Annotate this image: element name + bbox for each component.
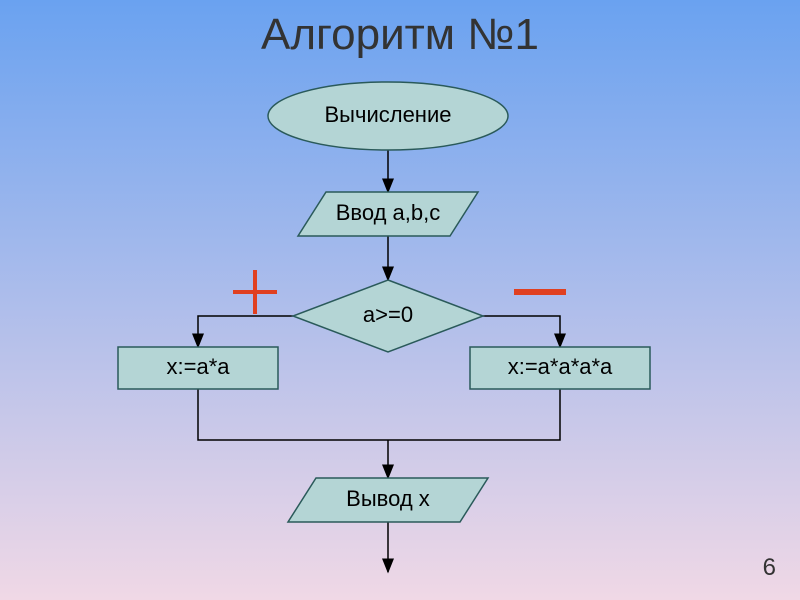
svg-text:x:=a*a*a*a: x:=a*a*a*a [508,354,613,379]
svg-text:a>=0: a>=0 [363,302,413,327]
flowchart-diagram: Вычисление Ввод a,b,c a>=0 x:=a*a x:=a*a*a*a… [0,0,800,600]
svg-text:Вывод x: Вывод x [346,486,430,511]
svg-text:x:=a*a: x:=a*a [167,354,231,379]
svg-text:Вычисление: Вычисление [325,102,452,127]
flowchart-nodes: Вычисление Ввод a,b,c a>=0 x:=a*a x:=a*a*a*a… [118,82,650,522]
svg-text:Ввод a,b,c: Ввод a,b,c [336,200,441,225]
